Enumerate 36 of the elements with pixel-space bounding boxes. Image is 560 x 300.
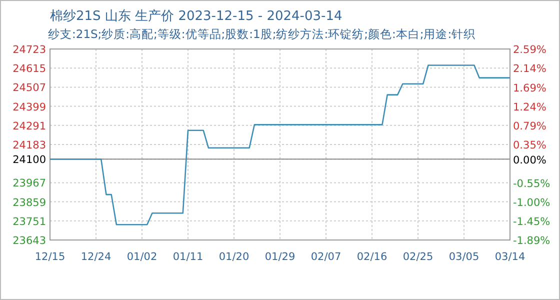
x-tick-label: 12/24 xyxy=(80,251,112,263)
x-tick-label: 01/11 xyxy=(172,251,204,263)
chart-subtitle: 纱支:21S;纱质:高配;等级:优等品;股数:1股;纺纱方法:环锭纺;颜色:本白;用途:针织 xyxy=(48,27,476,41)
y2-tick-label: -1.89% xyxy=(513,235,550,247)
y-tick-label: 24100 xyxy=(12,154,46,166)
y-tick-label: 24615 xyxy=(12,63,46,76)
y-tick-label: 24291 xyxy=(12,120,46,132)
y-tick-label: 23751 xyxy=(12,216,46,228)
y-tick-label: 23967 xyxy=(12,178,46,190)
y-tick-label: 24399 xyxy=(12,101,46,114)
y2-tick-label: -0.55% xyxy=(513,178,550,190)
x-tick-label: 03/14 xyxy=(494,251,526,263)
chart-title: 棉纱21S 山东 生产价 2023-12-15 - 2024-03-14 xyxy=(50,9,342,24)
x-tick-label: 01/20 xyxy=(218,251,250,263)
y2-tick-label: 2.14% xyxy=(513,63,546,76)
y2-tick-label: 2.59% xyxy=(513,44,546,56)
y2-tick-label: 0.00% xyxy=(513,154,546,166)
y2-tick-label: 0.79% xyxy=(513,120,546,133)
y-tick-label: 24507 xyxy=(12,82,46,94)
y2-tick-label: 1.69% xyxy=(513,82,546,94)
x-tick-label: 12/15 xyxy=(34,251,66,263)
y2-tick-label: -1.45% xyxy=(513,216,550,228)
x-tick-label: 02/16 xyxy=(356,251,388,263)
y-tick-label: 23859 xyxy=(12,196,46,209)
y-tick-label: 24723 xyxy=(12,44,46,56)
y2-tick-label: 1.24% xyxy=(513,102,546,114)
x-tick-label: 01/02 xyxy=(126,251,158,263)
line-series xyxy=(49,64,511,226)
x-tick-label: 02/25 xyxy=(402,251,434,263)
y-tick-label: 24183 xyxy=(12,140,46,152)
y-tick-label: 23643 xyxy=(12,235,46,247)
x-tick-label: 02/07 xyxy=(310,251,342,263)
y2-tick-label: -1.00% xyxy=(513,197,550,210)
y2-tick-label: 0.35% xyxy=(513,140,546,152)
x-tick-label: 03/05 xyxy=(448,251,480,263)
x-tick-label: 01/29 xyxy=(264,251,296,263)
